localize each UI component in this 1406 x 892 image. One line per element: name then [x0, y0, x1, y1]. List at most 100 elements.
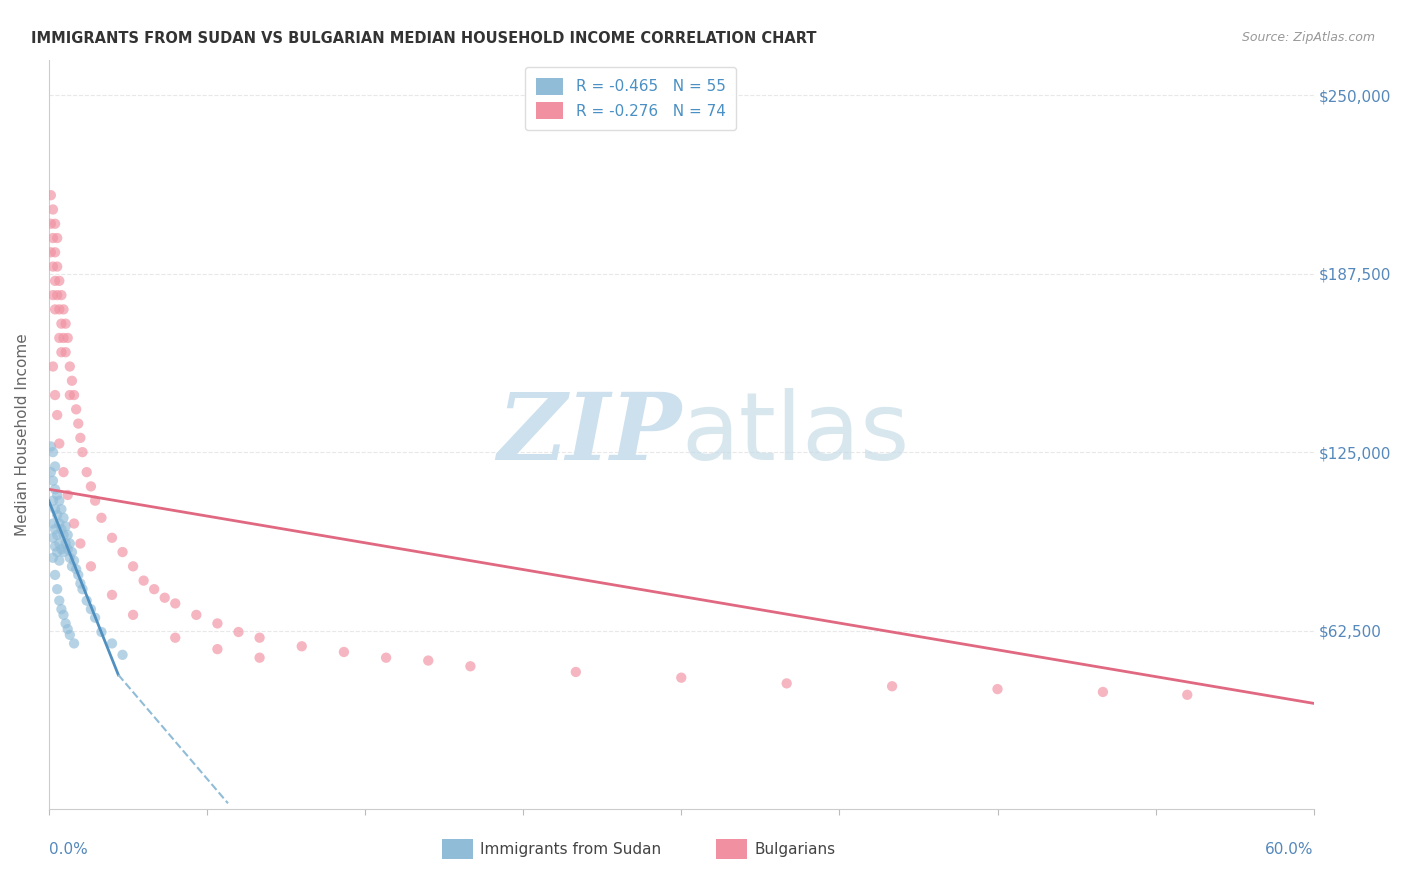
Point	[48, 554, 70, 568]
Point	[42, 531, 65, 545]
Point	[42, 231, 65, 245]
Point	[51, 522, 73, 536]
Point	[42, 260, 65, 274]
Point	[101, 531, 124, 545]
Point	[44, 217, 66, 231]
Point	[44, 459, 66, 474]
Point	[80, 559, 103, 574]
Point	[42, 288, 65, 302]
Point	[60, 559, 83, 574]
Point	[80, 602, 103, 616]
Point	[122, 559, 145, 574]
Point	[291, 640, 314, 654]
Point	[207, 616, 229, 631]
Point	[46, 288, 69, 302]
Point	[84, 493, 107, 508]
Point	[39, 465, 62, 479]
Point	[46, 488, 69, 502]
Text: Immigrants from Sudan: Immigrants from Sudan	[481, 842, 661, 856]
Point	[48, 274, 70, 288]
Point	[55, 616, 77, 631]
Point	[51, 502, 73, 516]
Point	[52, 607, 75, 622]
Point	[228, 625, 250, 640]
Point	[44, 502, 66, 516]
Point	[44, 302, 66, 317]
Point	[333, 645, 356, 659]
Legend: R = -0.465   N = 55, R = -0.276   N = 74: R = -0.465 N = 55, R = -0.276 N = 74	[526, 67, 737, 129]
Point	[56, 488, 79, 502]
Point	[46, 260, 69, 274]
Point	[207, 642, 229, 657]
Point	[59, 388, 82, 402]
Text: Bulgarians: Bulgarians	[755, 842, 835, 856]
Point	[375, 650, 398, 665]
Point	[48, 516, 70, 531]
Point	[42, 550, 65, 565]
Point	[56, 528, 79, 542]
Point	[76, 465, 98, 479]
Point	[51, 345, 73, 359]
Point	[101, 588, 124, 602]
Point	[48, 593, 70, 607]
Point	[48, 331, 70, 345]
Point	[39, 188, 62, 202]
Point	[186, 607, 208, 622]
Point	[55, 317, 77, 331]
Point	[52, 331, 75, 345]
Point	[69, 536, 91, 550]
Point	[1091, 685, 1114, 699]
Point	[63, 516, 86, 531]
Text: 0.0%: 0.0%	[49, 842, 87, 856]
Point	[72, 582, 94, 597]
Point	[48, 302, 70, 317]
Y-axis label: Median Household Income: Median Household Income	[15, 333, 30, 536]
Point	[60, 545, 83, 559]
Point	[51, 542, 73, 557]
Point	[44, 482, 66, 496]
Point	[565, 665, 588, 679]
Point	[63, 388, 86, 402]
Point	[44, 568, 66, 582]
Point	[44, 522, 66, 536]
Point	[143, 582, 166, 597]
Point	[52, 528, 75, 542]
Point	[55, 345, 77, 359]
Point	[46, 231, 69, 245]
Point	[48, 436, 70, 450]
Point	[63, 636, 86, 650]
Point	[153, 591, 176, 605]
Point	[42, 474, 65, 488]
Point	[65, 562, 87, 576]
Point	[80, 479, 103, 493]
Point	[880, 679, 903, 693]
Point	[90, 511, 112, 525]
Point	[42, 202, 65, 217]
Point	[671, 671, 693, 685]
Point	[111, 545, 134, 559]
Point	[65, 402, 87, 417]
Point	[59, 628, 82, 642]
Point	[56, 542, 79, 557]
Point	[986, 682, 1008, 697]
Point	[51, 602, 73, 616]
Text: Source: ZipAtlas.com: Source: ZipAtlas.com	[1241, 31, 1375, 45]
Text: atlas: atlas	[682, 388, 910, 480]
Point	[56, 622, 79, 636]
Point	[101, 636, 124, 650]
Point	[111, 648, 134, 662]
Point	[55, 519, 77, 533]
Point	[39, 245, 62, 260]
Point	[46, 545, 69, 559]
Point	[52, 465, 75, 479]
Point	[46, 508, 69, 522]
Point	[418, 654, 440, 668]
Point	[132, 574, 155, 588]
Point	[56, 331, 79, 345]
Point	[67, 568, 90, 582]
Point	[59, 550, 82, 565]
Point	[42, 359, 65, 374]
Point	[48, 536, 70, 550]
Point	[165, 631, 187, 645]
Point	[55, 536, 77, 550]
